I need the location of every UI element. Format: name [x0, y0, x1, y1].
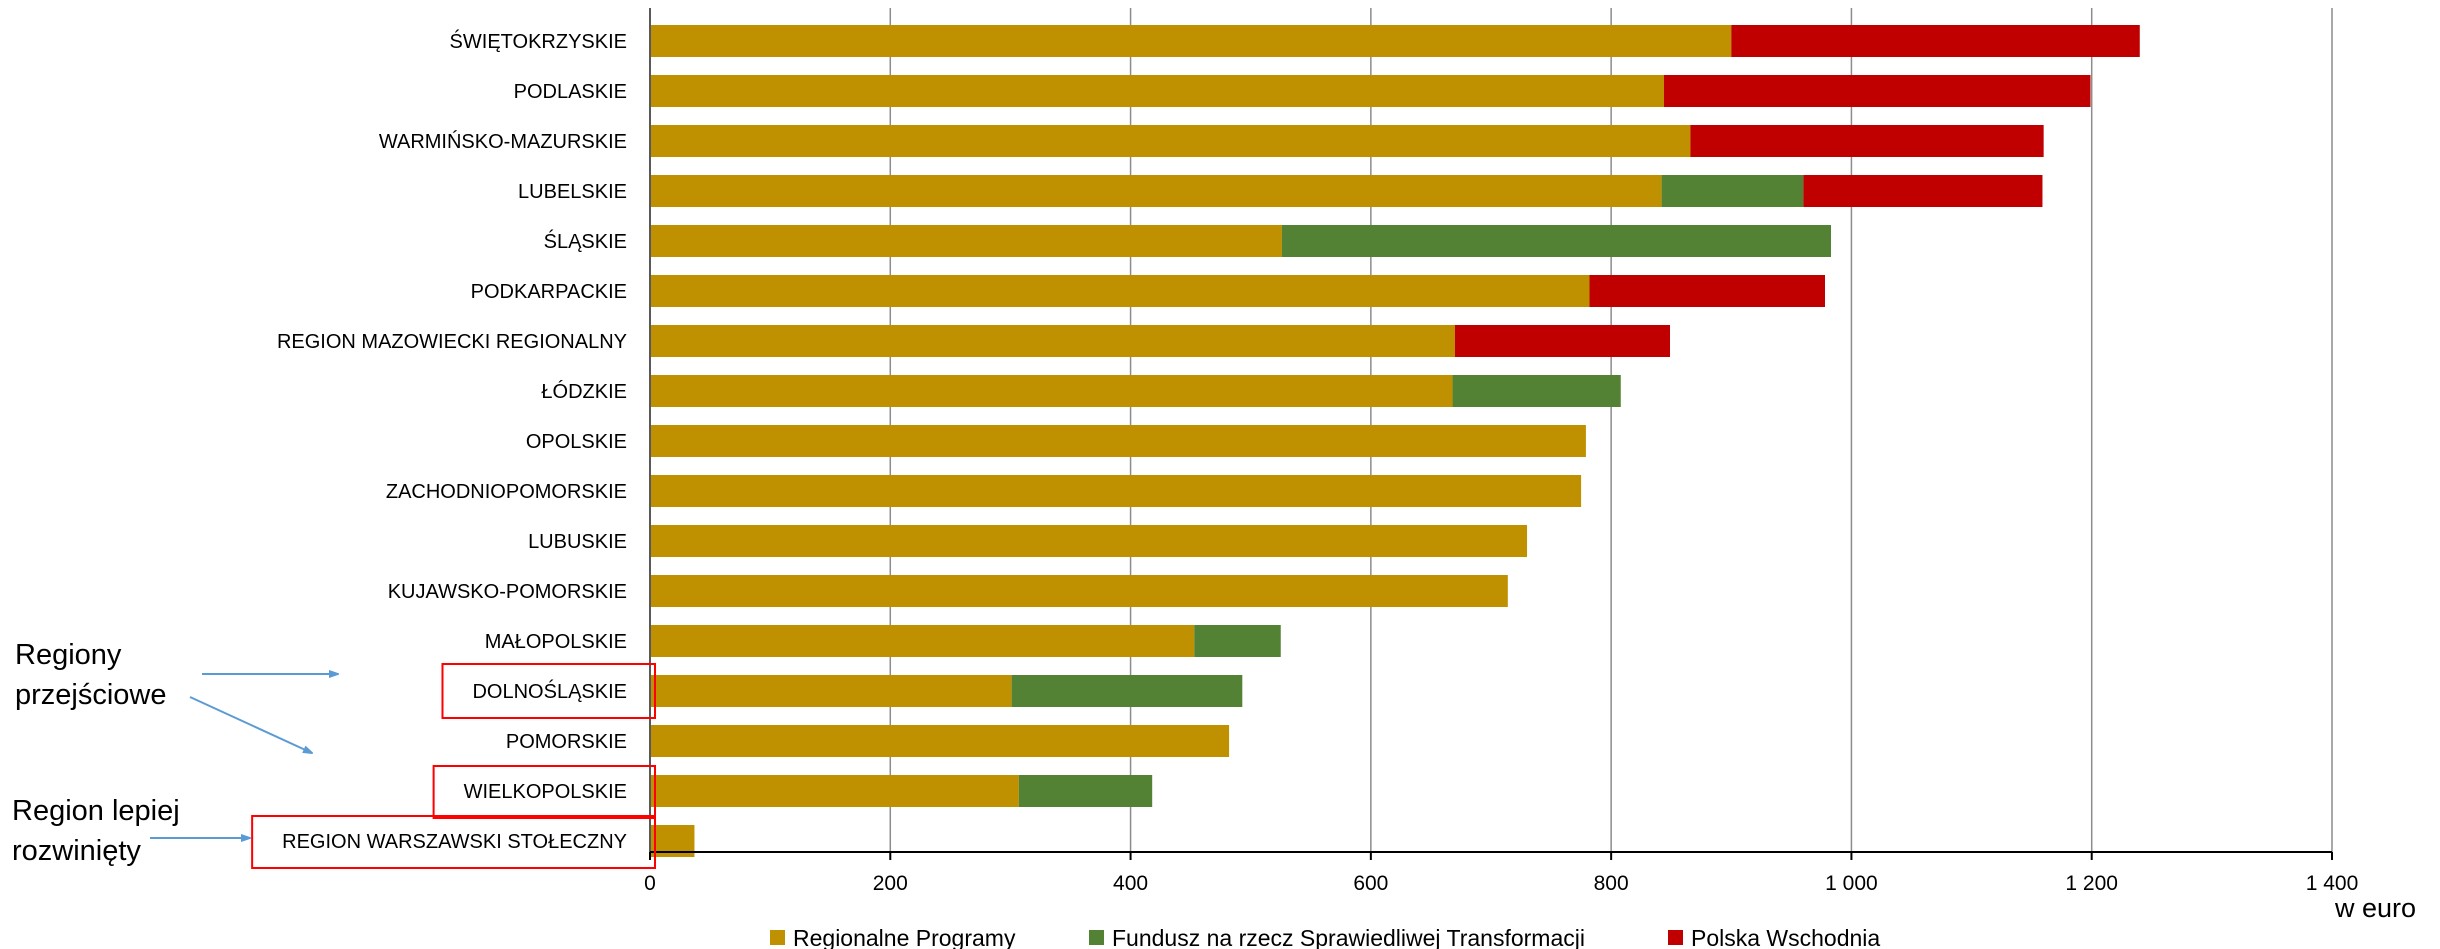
legend-label-series-3: Polska Wschodnia [1691, 925, 1880, 949]
category-label-opolskie: OPOLSKIE [526, 431, 627, 453]
legend-label-series-2: Fundusz na rzecz Sprawiedliwej Transform… [1112, 925, 1585, 949]
bar-slaskie-series-1 [650, 225, 1282, 257]
category-label-lubelskie: LUBELSKIE [518, 181, 627, 203]
category-label-region-mazowiecki-regionalny: REGION MAZOWIECKI REGIONALNY [277, 331, 627, 353]
bar-podlaskie-series-1 [650, 75, 1665, 107]
bar-region-mazowiecki-regionalny-series-3 [1454, 325, 1671, 357]
bar-podlaskie-series-3 [1664, 75, 2091, 107]
legend-swatch-series-1 [770, 930, 785, 945]
bar-pomorskie-series-1 [650, 725, 1230, 757]
bar-lubelskie-series-1 [650, 175, 1662, 207]
highlight-box-dolnoslaskie [441, 663, 656, 719]
axes-layer [649, 8, 2333, 860]
bar-wielkopolskie-series-2 [1018, 775, 1153, 807]
bar-malopolskie-series-2 [1194, 625, 1281, 657]
category-label-pomorskie: POMORSKIE [506, 731, 627, 753]
category-label-malopolskie: MAŁOPOLSKIE [485, 631, 627, 653]
category-label-lodzkie: ŁÓDZKIE [541, 380, 627, 403]
legend-label-series-1: Regionalne Programy [793, 925, 1016, 949]
category-label-kujawsko-pomorskie: KUJAWSKO-POMORSKIE [388, 581, 627, 603]
category-label-lubuskie: LUBUSKIE [528, 531, 627, 553]
bar-region-mazowiecki-regionalny-series-1 [650, 325, 1455, 357]
category-label-zachodniopomorskie: ZACHODNIOPOMORSKIE [386, 481, 627, 503]
x-axis-unit-label: w euro [2334, 893, 2416, 923]
bar-dolnoslaskie-series-1 [650, 675, 1012, 707]
category-label-warminsko-mazurskie: WARMIŃSKO-MAZURSKIE [379, 130, 627, 153]
bar-zachodniopomorskie-series-1 [650, 475, 1582, 507]
x-tick-label-200: 200 [873, 872, 908, 895]
x-tick-label-800: 800 [1594, 872, 1629, 895]
bar-swietokrzyskie-series-1 [650, 25, 1732, 57]
bar-wielkopolskie-series-1 [650, 775, 1019, 807]
annotations: Regiony przejściowe Region lepiej rozwinięt… [12, 639, 656, 869]
bar-swietokrzyskie-series-3 [1731, 25, 2140, 57]
bar-dolnoslaskie-series-2 [1011, 675, 1243, 707]
bar-malopolskie-series-1 [650, 625, 1195, 657]
category-label-dolnoslaskie: DOLNOŚLĄSKIE [472, 679, 627, 703]
category-label-swietokrzyskie: ŚWIĘTOKRZYSKIE [450, 29, 627, 53]
x-tick-label-1400: 1 400 [2306, 872, 2359, 895]
legend: Regionalne Programy Fundusz na rzecz Spra… [770, 925, 1880, 949]
annotation-transition-regions: Regiony przejściowe [15, 639, 167, 711]
category-label-podlaskie: PODLASKIE [514, 81, 627, 103]
bar-lodzkie-series-1 [650, 375, 1453, 407]
bar-podkarpackie-series-3 [1589, 275, 1825, 307]
legend-swatch-series-3 [1668, 930, 1683, 945]
bar-kujawsko-pomorskie-series-1 [650, 575, 1508, 607]
bars-layer [650, 25, 2140, 857]
category-label-wielkopolskie: WIELKOPOLSKIE [464, 781, 627, 803]
legend-swatch-series-2 [1089, 930, 1104, 945]
bar-lubelskie-series-2 [1661, 175, 1804, 207]
category-label-region-warszawski-stoleczny: REGION WARSZAWSKI STOŁECZNY [282, 831, 627, 853]
bar-podkarpackie-series-1 [650, 275, 1590, 307]
category-label-slaskie: ŚLĄSKIE [544, 229, 627, 253]
x-tick-label-1200: 1 200 [2065, 872, 2118, 895]
bar-lubelskie-series-3 [1803, 175, 2043, 207]
bar-lodzkie-series-2 [1452, 375, 1621, 407]
x-tick-label-400: 400 [1113, 872, 1148, 895]
x-tick-labels: 0 200 400 600 800 1 000 1 200 1 400 [644, 872, 2358, 895]
bar-opolskie-series-1 [650, 425, 1586, 457]
category-labels: ŚWIĘTOKRZYSKIE PODLASKIE WARMIŃSKO-MAZURSK… [277, 29, 627, 853]
bar-warminsko-mazurskie-series-1 [650, 125, 1691, 157]
arrow-to-wielkopolskie [189, 696, 312, 753]
annotation-developed-region: Region lepiej rozwinięty [12, 795, 180, 867]
x-tick-label-1000: 1 000 [1825, 872, 1878, 895]
highlight-box-region-warszawski-stoleczny [251, 815, 656, 869]
bar-warminsko-mazurskie-series-3 [1690, 125, 2044, 157]
x-tick-label-600: 600 [1353, 872, 1388, 895]
highlight-box-wielkopolskie [432, 765, 656, 819]
bar-slaskie-series-2 [1281, 225, 1832, 257]
x-tick-label-0: 0 [644, 872, 656, 895]
bar-lubuskie-series-1 [650, 525, 1528, 557]
category-label-podkarpackie: PODKARPACKIE [471, 281, 627, 303]
